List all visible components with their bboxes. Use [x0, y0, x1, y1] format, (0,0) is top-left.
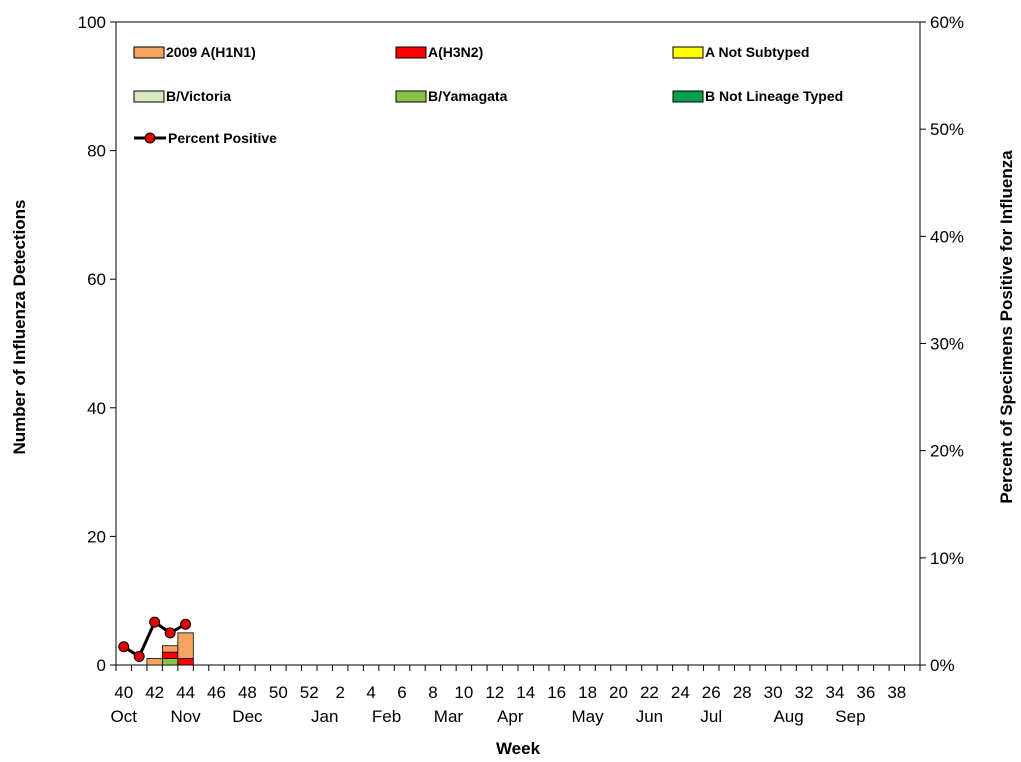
- legend-label: A(H3N2): [428, 44, 483, 60]
- bar-a-h3n2-: [161, 651, 179, 659]
- month-label: Jul: [700, 707, 722, 726]
- week-tick-label: 16: [547, 683, 566, 702]
- week-tick-label: 50: [269, 683, 288, 702]
- bar-2009-a-h1n1-: [146, 658, 163, 666]
- week-tick-label: 4: [366, 683, 375, 702]
- legend-label: B Not Lineage Typed: [705, 88, 843, 104]
- right-tick-label: 0%: [930, 656, 955, 675]
- week-tick-label: 26: [702, 683, 721, 702]
- week-tick-label: 32: [795, 683, 814, 702]
- month-label: Mar: [434, 707, 464, 726]
- percent-positive-point: [164, 627, 176, 639]
- legend-label: A Not Subtyped: [705, 44, 809, 60]
- right-tick-label: 50%: [930, 120, 964, 139]
- month-label: Apr: [497, 707, 524, 726]
- left-axis: 0 20 40 60 80 100: [78, 13, 116, 675]
- left-tick-label: 0: [97, 656, 106, 675]
- left-tick-label: 60: [87, 270, 106, 289]
- right-axis: 0% 10% 20% 30% 40% 50% 60%: [920, 13, 964, 675]
- legend-swatch: [672, 90, 704, 103]
- bar-series: [146, 632, 194, 666]
- week-tick-label: 42: [145, 683, 164, 702]
- percent-positive-point: [180, 618, 192, 630]
- week-tick-label: 22: [640, 683, 659, 702]
- month-label: Oct: [111, 707, 138, 726]
- left-axis-title: Number of Influenza Detections: [10, 199, 29, 454]
- legend-label: Percent Positive: [168, 130, 277, 146]
- legend-label: B/Yamagata: [428, 88, 508, 104]
- plot-area: [115, 21, 921, 666]
- bar-2009-a-h1n1-: [177, 632, 194, 659]
- week-tick-label: 28: [733, 683, 752, 702]
- right-tick-label: 60%: [930, 13, 964, 32]
- bar-a-h3n2-: [177, 658, 194, 666]
- percent-positive-line: [118, 616, 192, 662]
- week-tick-label: 30: [764, 683, 783, 702]
- week-tick-label: 2: [335, 683, 344, 702]
- week-tick-label: 20: [609, 683, 628, 702]
- week-tick-label: 40: [114, 683, 133, 702]
- month-label: Jun: [636, 707, 663, 726]
- left-tick-label: 40: [87, 399, 106, 418]
- x-axis-title: Week: [496, 739, 541, 758]
- week-tick-label: 48: [238, 683, 257, 702]
- left-tick-label: 80: [87, 142, 106, 161]
- week-tick-label: 6: [397, 683, 406, 702]
- legend-line-marker: [144, 132, 156, 144]
- week-tick-label: 18: [578, 683, 597, 702]
- x-axis: 40 42 44 46 48 50 52 2 4 6 8 10 12 14 16 18 20 22 24 26 28 30…: [111, 665, 921, 726]
- legend-label: B/Victoria: [166, 88, 231, 104]
- legend-swatch: [133, 46, 165, 59]
- percent-positive-point: [133, 650, 145, 662]
- legend-swatch: [395, 90, 427, 103]
- week-tick-label: 10: [454, 683, 473, 702]
- week-tick-label: 24: [671, 683, 690, 702]
- bar-2009-a-h1n1-: [161, 645, 179, 653]
- week-tick-label: 38: [887, 683, 906, 702]
- week-tick-label: 8: [428, 683, 437, 702]
- legend: 2009 A(H1N1) A(H3N2) A Not Subtyped B/Victo…: [133, 44, 843, 146]
- month-label: Nov: [170, 707, 201, 726]
- right-axis-title: Percent of Specimens Positive for Influe…: [997, 150, 1016, 504]
- week-tick-label: 36: [856, 683, 875, 702]
- week-tick-label: 46: [207, 683, 226, 702]
- month-label: Dec: [232, 707, 263, 726]
- month-label: Feb: [372, 707, 401, 726]
- month-label: Aug: [773, 707, 803, 726]
- week-tick-label: 44: [176, 683, 195, 702]
- legend-swatch: [395, 46, 427, 59]
- percent-positive-point: [118, 641, 130, 653]
- left-tick-label: 100: [78, 13, 106, 32]
- week-tick-label: 52: [300, 683, 319, 702]
- left-tick-label: 20: [87, 527, 106, 546]
- legend-swatch: [133, 90, 165, 103]
- month-label: May: [572, 707, 605, 726]
- right-tick-label: 20%: [930, 442, 964, 461]
- right-tick-label: 30%: [930, 335, 964, 354]
- bar-b-yamagata: [161, 658, 179, 666]
- week-tick-label: 14: [516, 683, 535, 702]
- legend-swatch: [672, 46, 704, 59]
- week-tick-label: 34: [826, 683, 845, 702]
- right-tick-label: 10%: [930, 549, 964, 568]
- right-tick-label: 40%: [930, 227, 964, 246]
- legend-label: 2009 A(H1N1): [166, 44, 256, 60]
- percent-positive-point: [149, 616, 161, 628]
- week-tick-label: 12: [485, 683, 504, 702]
- month-label: Sep: [835, 707, 865, 726]
- month-label: Jan: [311, 707, 338, 726]
